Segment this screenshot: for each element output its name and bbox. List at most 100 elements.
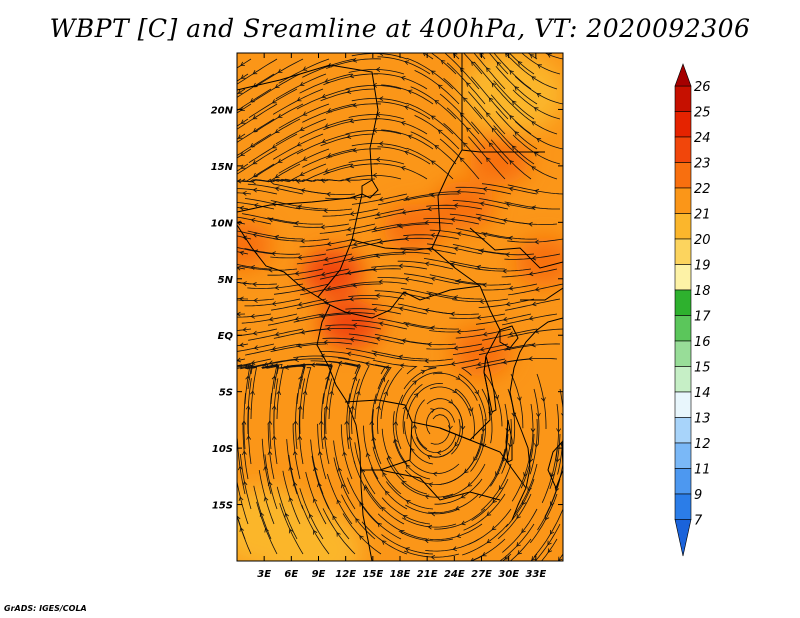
colorbar-label: 19 xyxy=(694,259,711,274)
streamline-arrow xyxy=(459,67,465,72)
streamline-arrow xyxy=(346,226,352,232)
streamline-arrow xyxy=(294,357,299,362)
streamline-arrow xyxy=(323,208,328,214)
streamline-arrow xyxy=(476,361,482,367)
streamline-arrow xyxy=(450,217,456,223)
streamline-arrow xyxy=(479,346,485,352)
streamline-arrow xyxy=(325,375,330,381)
streamline-arrow xyxy=(494,394,499,400)
streamline-arrow xyxy=(378,141,384,147)
streamline-arrow xyxy=(349,163,355,169)
colorbar-label: 15 xyxy=(694,361,711,376)
streamline xyxy=(422,53,434,60)
streamline-arrow xyxy=(479,201,485,207)
streamline-arrow xyxy=(320,271,326,277)
streamline-arrow xyxy=(352,322,357,328)
streamline-arrow xyxy=(242,190,247,196)
streamline-arrow xyxy=(375,157,381,162)
streamline-arrow xyxy=(434,145,440,150)
streamline-arrow xyxy=(534,239,539,245)
streamline-arrow xyxy=(240,61,245,66)
streamline-arrow xyxy=(496,61,502,67)
streamline-arrow xyxy=(508,285,514,291)
lon-tick-label: 30E xyxy=(498,569,519,580)
streamline-arrow xyxy=(424,494,430,500)
streamline-arrow xyxy=(302,111,308,116)
streamline-arrow xyxy=(424,358,429,364)
streamline-arrow xyxy=(533,152,539,157)
streamline-arrow xyxy=(250,98,255,103)
streamline-arrow xyxy=(245,405,251,410)
streamline-arrow xyxy=(454,441,459,447)
streamline-arrow xyxy=(241,420,247,425)
streamline-arrow xyxy=(245,375,250,381)
streamline-arrow xyxy=(239,527,245,532)
coastlines-and-borders xyxy=(237,53,563,561)
streamline-arrow xyxy=(313,529,318,535)
streamline-arrow xyxy=(491,127,497,133)
streamline-arrow xyxy=(346,177,351,183)
streamline-arrow xyxy=(430,276,436,282)
lon-tick-label: 18E xyxy=(390,569,411,580)
streamline-arrow xyxy=(252,232,258,238)
streamline-arrow xyxy=(276,390,282,395)
streamline-arrow xyxy=(401,249,406,255)
streamline-arrow xyxy=(324,123,330,128)
colorbar-segment xyxy=(674,289,692,316)
streamline-arrow xyxy=(237,134,243,139)
streamline-arrow xyxy=(486,67,491,72)
colorbar-label: 21 xyxy=(694,208,711,223)
streamline xyxy=(544,53,563,60)
streamline-arrow xyxy=(274,234,280,240)
colorbar-segment xyxy=(674,85,692,112)
streamline-arrow xyxy=(321,93,327,99)
lake-malawi xyxy=(505,419,513,463)
streamline-arrow xyxy=(264,527,269,533)
streamline-arrow xyxy=(517,61,523,66)
streamline-arrow xyxy=(528,315,534,321)
colorbar-segment xyxy=(674,493,692,520)
streamline-arrow xyxy=(399,363,405,369)
streamline-arrow xyxy=(424,261,430,267)
streamline-arrow xyxy=(430,192,435,198)
streamline-arrow xyxy=(412,424,418,429)
streamline-arrow xyxy=(317,482,322,488)
streamline-arrow xyxy=(453,345,459,351)
streamline-arrow xyxy=(456,189,461,195)
streamline xyxy=(559,388,563,445)
streamline-arrow xyxy=(372,266,377,272)
streamline-arrow xyxy=(372,307,378,313)
streamline-arrow xyxy=(400,165,406,171)
streamline-arrow xyxy=(516,514,521,519)
streamline-arrow xyxy=(240,106,245,111)
lon-tick-label: 33E xyxy=(525,569,546,580)
streamline-arrow xyxy=(242,481,248,486)
streamline-arrow xyxy=(302,390,308,396)
lat-tick-label: 15S xyxy=(212,501,233,512)
lat-tick-label: 5S xyxy=(219,388,233,399)
streamline-arrow xyxy=(482,331,488,337)
streamline-arrow xyxy=(427,524,433,530)
streamline-arrow xyxy=(400,120,406,126)
streamline-arrow xyxy=(252,160,258,165)
streamline-arrow xyxy=(488,97,494,103)
colorbar-label: 9 xyxy=(694,488,702,503)
streamline-arrow xyxy=(268,267,273,273)
colorbar-label: 18 xyxy=(694,284,711,299)
streamline-arrow xyxy=(437,84,443,89)
streamline-arrow xyxy=(346,89,352,94)
streamline-arrow xyxy=(326,191,331,197)
streamline-arrow xyxy=(302,156,308,161)
lon-tick-label: 3E xyxy=(257,569,271,580)
streamline-arrow xyxy=(274,331,280,337)
streamline-arrow xyxy=(450,361,456,367)
colorbar-label: 11 xyxy=(694,463,711,478)
streamline xyxy=(237,133,246,140)
streamline-arrow xyxy=(456,329,461,335)
streamline-arrow xyxy=(547,548,553,554)
streamline-arrow xyxy=(292,481,298,487)
streamline-arrow xyxy=(459,157,465,162)
streamline xyxy=(237,148,278,175)
streamline-arrow xyxy=(268,316,274,322)
streamline-arrow xyxy=(302,66,308,71)
